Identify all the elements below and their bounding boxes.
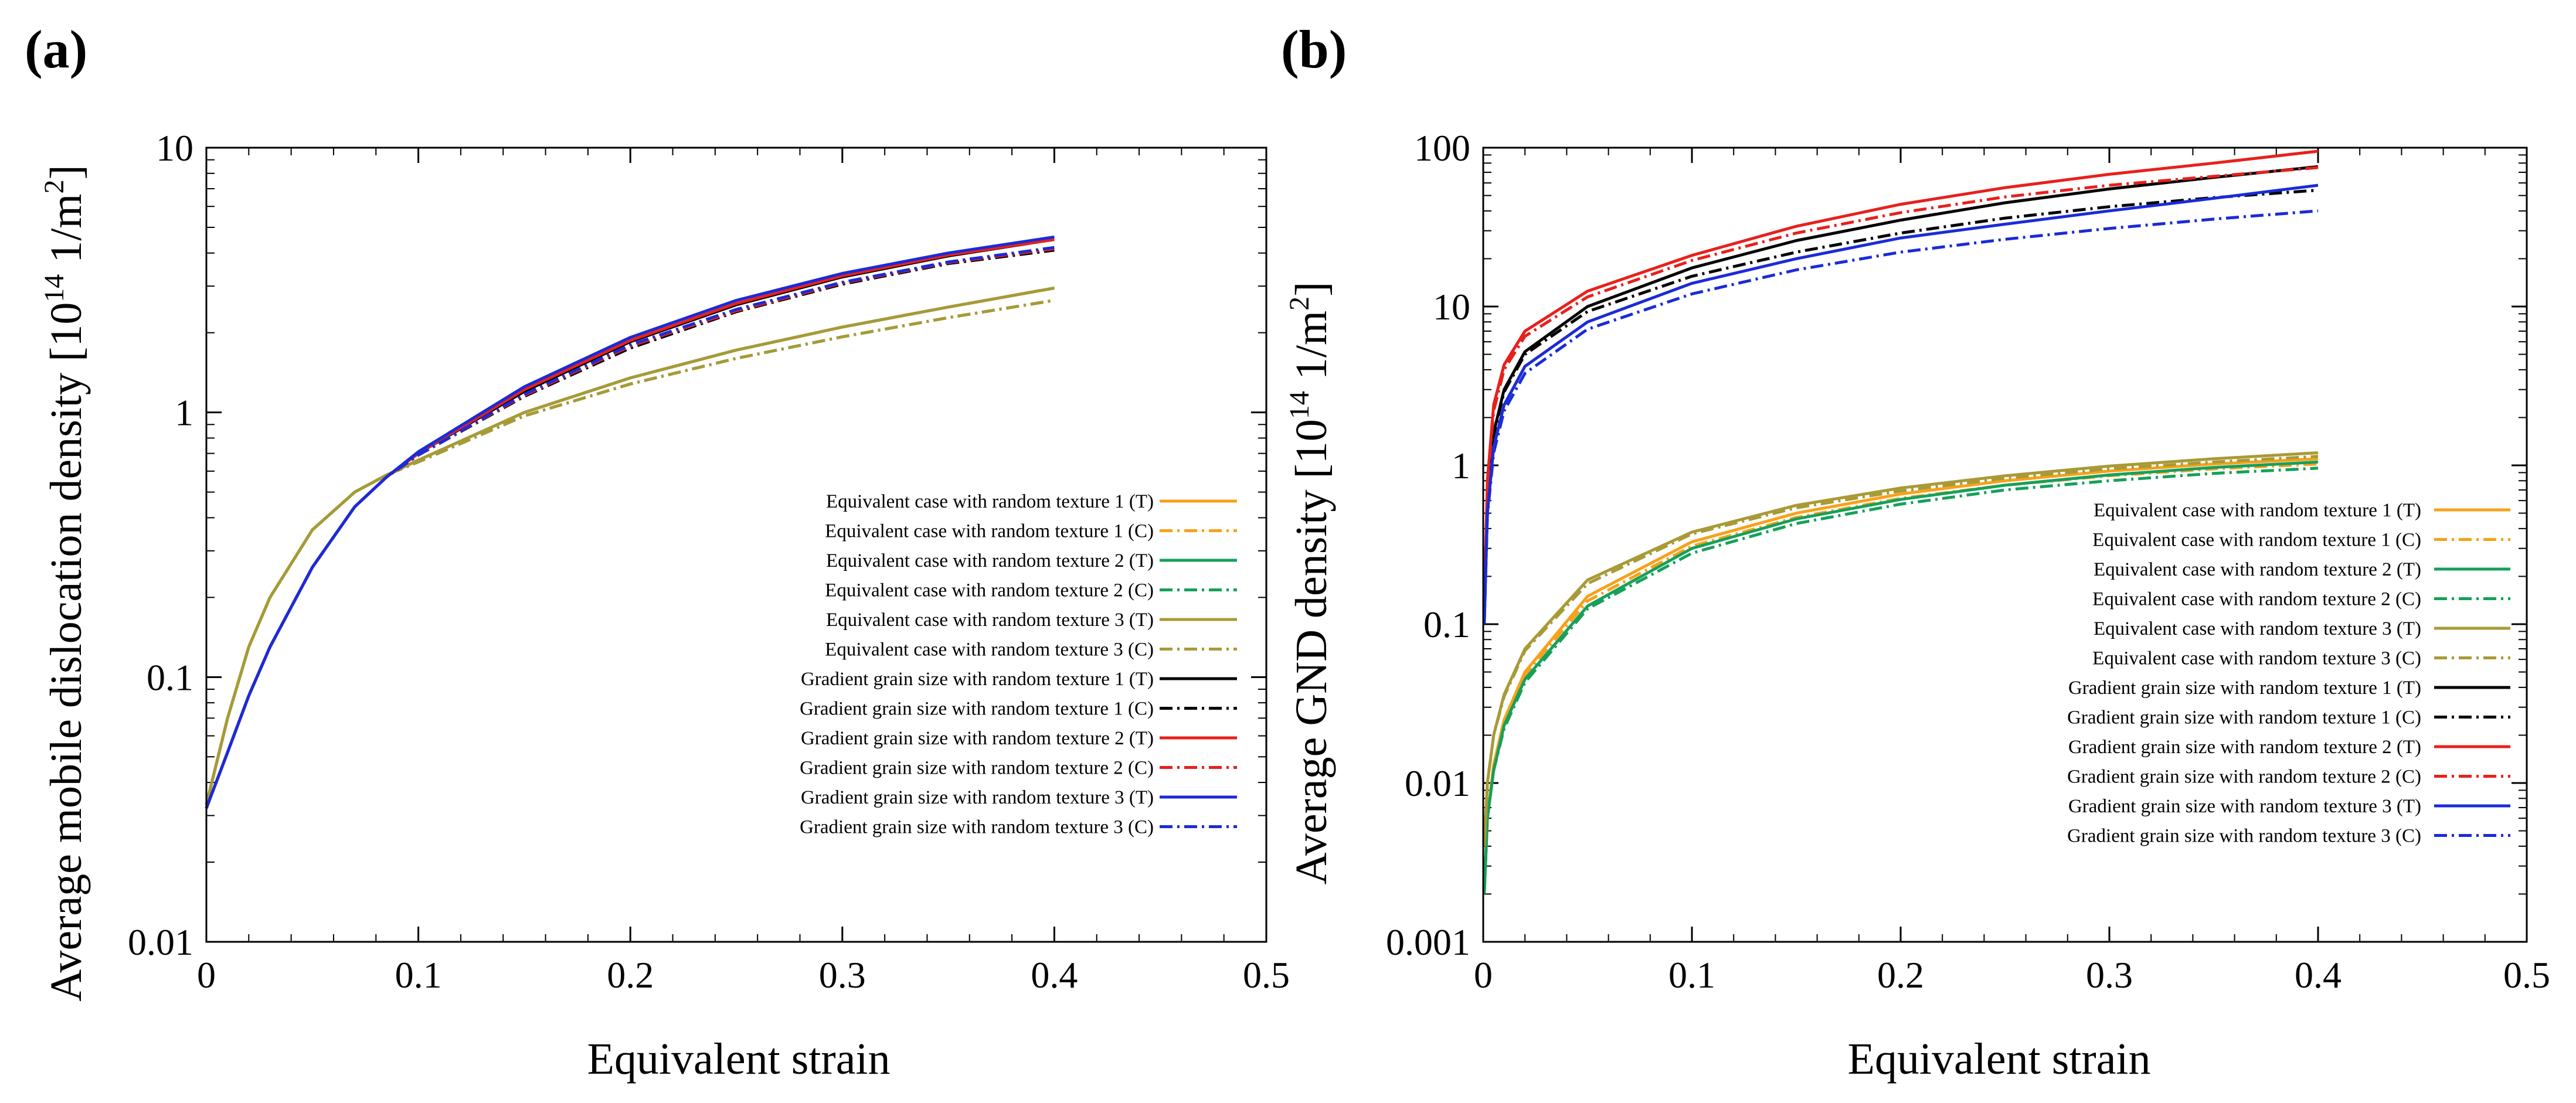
series-line-4 <box>1483 467 2319 894</box>
y-tick-label: 0.001 <box>1386 921 1470 963</box>
panel-b-ticks: 0.001 0.01 0.1 1 10 100 0 0.1 0.2 0.3 0.4 0.5 <box>1386 127 2550 996</box>
panel-b-label: (b) <box>1281 19 1347 79</box>
panel-a-x-axis-label: Equivalent strain <box>587 1034 890 1084</box>
x-tick-label: 0 <box>1474 954 1493 996</box>
panel-b-series-lines <box>1483 149 2319 894</box>
panel-b-legend: Equivalent case with random texture 1 (T… <box>2067 500 2510 847</box>
x-tick-label: 0.1 <box>1668 954 1715 996</box>
panel-a-ylabel-unit: 1/m <box>42 193 91 274</box>
y-tick-label: 0.1 <box>147 656 193 698</box>
legend-entry-label: Equivalent case with random texture 2 (C… <box>2092 589 2421 610</box>
legend-entry-label: Equivalent case with random texture 3 (T… <box>826 610 1154 631</box>
panel-a: (a) 0.01 0.1 1 10 0 0.1 0.2 0.3 0.4 0.5 Equivalen… <box>25 19 1290 1084</box>
legend-entry-label: Equivalent case with random texture 2 (T… <box>826 550 1154 571</box>
y-tick-label: 1 <box>175 392 193 434</box>
legend-entry-label: Gradient grain size with random texture … <box>2067 767 2421 788</box>
legend-entry-label: Equivalent case with random texture 3 (C… <box>825 639 1154 661</box>
legend-entry-label: Equivalent case with random texture 2 (T… <box>2094 559 2421 580</box>
panel-b-y-axis-label: Average GND density [1014 1/m2] <box>1284 282 1336 885</box>
series-line-10 <box>1483 166 2319 607</box>
legend-entry-label: Equivalent case with random texture 1 (T… <box>826 491 1154 512</box>
legend-entry-label: Equivalent case with random texture 2 (C… <box>825 580 1154 601</box>
panel-a-ticks: 0.01 0.1 1 10 0 0.1 0.2 0.3 0.4 0.5 <box>128 127 1290 996</box>
x-tick-label: 0.1 <box>395 954 442 996</box>
y-tick-label: 10 <box>156 127 193 169</box>
legend-entry-label: Gradient grain size with random texture … <box>801 669 1154 690</box>
legend-entry-label: Gradient grain size with random texture … <box>800 758 1154 779</box>
panel-a-label: (a) <box>25 19 87 79</box>
x-tick-label: 0.3 <box>2086 954 2133 996</box>
x-tick-label: 0.3 <box>819 954 866 996</box>
x-tick-label: 0.2 <box>607 954 654 996</box>
panel-b-ylabel-square: 2 <box>1284 297 1315 311</box>
legend-entry-label: Gradient grain size with random texture … <box>2068 678 2421 699</box>
legend-entry-label: Gradient grain size with random texture … <box>2067 707 2421 728</box>
panel-a-ylabel-end: ] <box>42 165 91 179</box>
legend-entry-label: Gradient grain size with random texture … <box>800 699 1154 720</box>
panel-b-ylabel-unit: 1/m <box>1287 311 1336 391</box>
series-line-12 <box>1483 209 2319 625</box>
x-tick-label: 0.4 <box>2295 954 2341 996</box>
x-tick-label: 0.2 <box>1877 954 1924 996</box>
panel-a-ylabel-main: Average mobile dislocation density [10 <box>42 302 91 1002</box>
y-tick-label: 0.01 <box>1405 762 1470 804</box>
legend-entry-label: Equivalent case with random texture 3 (T… <box>2094 618 2421 639</box>
panel-b-ylabel-exponent: 14 <box>1284 391 1315 419</box>
legend-entry-label: Equivalent case with random texture 1 (C… <box>2092 530 2421 551</box>
series-line-8 <box>1483 189 2319 612</box>
panel-a-legend: Equivalent case with random texture 1 (T… <box>800 491 1237 838</box>
legend-entry-label: Gradient grain size with random texture … <box>800 817 1154 838</box>
y-tick-label: 100 <box>1414 127 1470 169</box>
y-tick-label: 10 <box>1433 286 1470 328</box>
x-tick-label: 0 <box>197 954 216 996</box>
series-line-5 <box>1483 451 2319 846</box>
legend-entry-label: Equivalent case with random texture 3 (C… <box>2092 648 2421 669</box>
panel-a-y-axis-label: Average mobile dislocation density [1014… <box>39 165 91 1002</box>
panel-a-plot-frame <box>205 147 1267 943</box>
series-line-6 <box>1483 455 2319 846</box>
x-tick-label: 0.4 <box>1031 954 1078 996</box>
panel-a-ylabel-square: 2 <box>39 179 70 193</box>
x-tick-label: 0.5 <box>1243 954 1290 996</box>
legend-entry-label: Equivalent case with random texture 1 (C… <box>825 521 1154 542</box>
series-line-9 <box>1483 149 2319 607</box>
panel-b-ylabel-main: Average GND density [10 <box>1287 419 1336 884</box>
legend-entry-label: Gradient grain size with random texture … <box>2067 826 2421 847</box>
legend-entry-label: Gradient grain size with random texture … <box>801 787 1154 808</box>
legend-entry-label: Equivalent case with random texture 1 (T… <box>2094 500 2421 521</box>
panel-a-ylabel-exponent: 14 <box>39 274 70 302</box>
legend-entry-label: Gradient grain size with random texture … <box>801 728 1154 749</box>
y-tick-label: 0.01 <box>128 921 193 963</box>
x-tick-label: 0.5 <box>2503 954 2550 996</box>
series-line-6 <box>205 299 1055 805</box>
panel-b-ylabel-end: ] <box>1287 282 1336 297</box>
series-line-12 <box>205 246 1055 809</box>
panel-b: (b) 0.001 0.01 0.1 1 10 100 0 0.1 0.2 0.3 0.4 0.5 E… <box>1281 19 2550 1084</box>
legend-entry-label: Gradient grain size with random texture … <box>2068 737 2421 758</box>
y-tick-label: 0.1 <box>1423 604 1470 645</box>
y-tick-label: 1 <box>1452 445 1470 486</box>
legend-entry-label: Gradient grain size with random texture … <box>2068 796 2421 817</box>
panel-a-series-lines <box>205 235 1055 809</box>
panel-b-plot-frame <box>1482 147 2528 943</box>
panel-b-x-axis-label: Equivalent strain <box>1847 1034 2150 1084</box>
